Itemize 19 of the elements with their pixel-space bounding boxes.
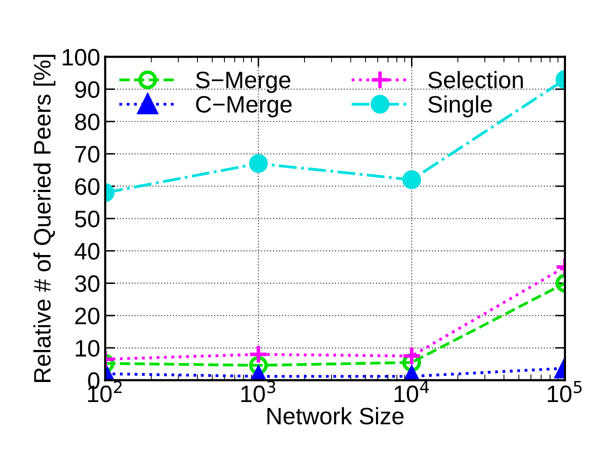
legend-label: C−Merge [196,96,292,118]
y-tick-label: 10 [76,340,100,357]
y-tick-label: 50 [75,210,100,228]
x-axis-title: Network Size [267,407,404,424]
x-tick-label: 10$^{3}$ [241,380,276,402]
y-tick-label: 100 [62,48,100,66]
x-tick-label: 10$^{5}$ [548,380,582,402]
y-tick-label: 30 [74,275,100,292]
y-axis-title: Relative # of Queried Peers [%] [33,54,56,382]
legend-label: S−Merge [196,72,290,94]
y-tick-label: 20 [75,308,100,324]
y-tick-label: 90 [75,81,100,98]
y-tick-label: 70 [75,146,100,163]
legend-label: Single [428,95,492,118]
y-tick-label: 60 [75,178,100,195]
y-tick-label: 40 [74,242,100,260]
y-tick-label: 80 [75,114,100,130]
legend-label: Selection [428,70,523,88]
x-tick-label: 10$^{4}$ [394,380,429,402]
